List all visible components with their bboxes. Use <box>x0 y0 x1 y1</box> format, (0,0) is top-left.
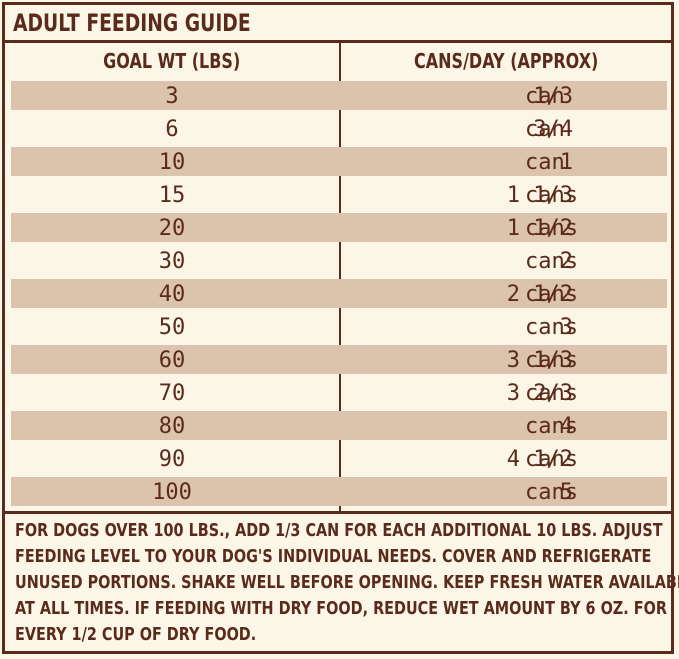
table-row: 60 3 1/3 cans <box>5 343 671 376</box>
cans-amount-cell: 1 1/3 <box>506 183 573 208</box>
cans-amount-cell: 5 <box>559 480 573 505</box>
cans-unit-cell: cans <box>525 480 578 505</box>
cans-unit-cell: can <box>525 84 565 109</box>
cans-amount-cell: 1/3 <box>533 84 573 109</box>
table-row: 10 1 can <box>5 145 671 178</box>
row-shade <box>11 213 667 242</box>
cans-amount-cell: 1 1/2 <box>506 216 573 241</box>
cans-unit-cell: cans <box>525 348 578 373</box>
cans-amount-cell: 2 1/2 <box>506 282 573 307</box>
cans-unit-cell: cans <box>525 216 578 241</box>
table-row: 50 3 cans <box>5 310 671 343</box>
page-title: ADULT FEEDING GUIDE <box>13 9 251 37</box>
weight-cell: 90 <box>158 447 186 472</box>
cans-unit-cell: cans <box>525 315 578 340</box>
cans-unit-cell: cans <box>525 183 578 208</box>
cans-unit-cell: can <box>525 150 565 175</box>
cans-amount-cell: 1 <box>559 150 573 175</box>
table-row: 3 1/3 can <box>5 79 671 112</box>
table-row: 15 1 1/3 cans <box>5 178 671 211</box>
notes-line: UNUSED PORTIONS. SHAKE WELL BEFORE OPENI… <box>15 572 679 593</box>
cans-unit-cell: cans <box>525 282 578 307</box>
notes-line: FEEDING LEVEL TO YOUR DOG'S INDIVIDUAL N… <box>15 546 652 567</box>
notes-divider <box>5 511 671 514</box>
weight-cell: 60 <box>158 348 186 373</box>
weight-cell: 80 <box>158 414 186 439</box>
notes-line: FOR DOGS OVER 100 LBS., ADD 1/3 CAN FOR … <box>15 520 663 541</box>
cans-unit-cell: cans <box>525 414 578 439</box>
cans-amount-cell: 3/4 <box>533 117 573 142</box>
column-header-cans: CANS/DAY (APPROX) <box>341 43 671 79</box>
table-row: 70 3 2/3 cans <box>5 376 671 409</box>
cans-amount-cell: 4 <box>559 414 573 439</box>
title-bar: ADULT FEEDING GUIDE <box>5 5 671 43</box>
notes-line: EVERY 1/2 CUP OF DRY FOOD. <box>15 624 257 645</box>
cans-amount-cell: 4 1/2 <box>506 447 573 472</box>
cans-unit-cell: can <box>525 117 565 142</box>
notes-line: AT ALL TIMES. IF FEEDING WITH DRY FOOD, … <box>15 598 667 619</box>
cans-amount-cell: 3 <box>559 315 573 340</box>
row-shade <box>11 81 667 110</box>
table-row: 20 1 1/2 cans <box>5 211 671 244</box>
table-row: 40 2 1/2 cans <box>5 277 671 310</box>
cans-amount-cell: 3 1/3 <box>506 348 573 373</box>
weight-cell: 100 <box>152 480 192 505</box>
row-shade <box>11 477 667 506</box>
table-row: 30 2 cans <box>5 244 671 277</box>
weight-cell: 40 <box>158 282 186 307</box>
column-header-weight-label: GOAL WT (LBS) <box>103 49 241 73</box>
weight-cell: 20 <box>158 216 186 241</box>
weight-cell: 6 <box>165 117 179 142</box>
cans-unit-cell: cans <box>525 249 578 274</box>
weight-cell: 10 <box>158 150 186 175</box>
column-header-cans-label: CANS/DAY (APPROX) <box>413 49 599 73</box>
cans-amount-cell: 2 <box>559 249 573 274</box>
weight-cell: 30 <box>158 249 186 274</box>
row-shade <box>11 411 667 440</box>
weight-cell: 50 <box>158 315 186 340</box>
column-divider <box>339 43 341 511</box>
table-row: 80 4 cans <box>5 409 671 442</box>
feeding-table-body: 3 1/3 can 6 3/4 can 10 1 can 15 1 1/3 cans 20 1 1/2 ca… <box>5 79 671 508</box>
weight-cell: 70 <box>158 381 186 406</box>
row-shade <box>11 279 667 308</box>
column-header-weight: GOAL WT (LBS) <box>5 43 339 79</box>
cans-unit-cell: cans <box>525 381 578 406</box>
table-row: 100 5 cans <box>5 475 671 508</box>
cans-amount-cell: 3 2/3 <box>506 381 573 406</box>
row-shade <box>11 147 667 176</box>
cans-unit-cell: cans <box>525 447 578 472</box>
table-row: 90 4 1/2 cans <box>5 442 671 475</box>
weight-cell: 15 <box>158 183 186 208</box>
table-row: 6 3/4 can <box>5 112 671 145</box>
row-shade <box>11 345 667 374</box>
weight-cell: 3 <box>165 84 179 109</box>
feeding-notes: FOR DOGS OVER 100 LBS., ADD 1/3 CAN FOR … <box>15 518 679 648</box>
